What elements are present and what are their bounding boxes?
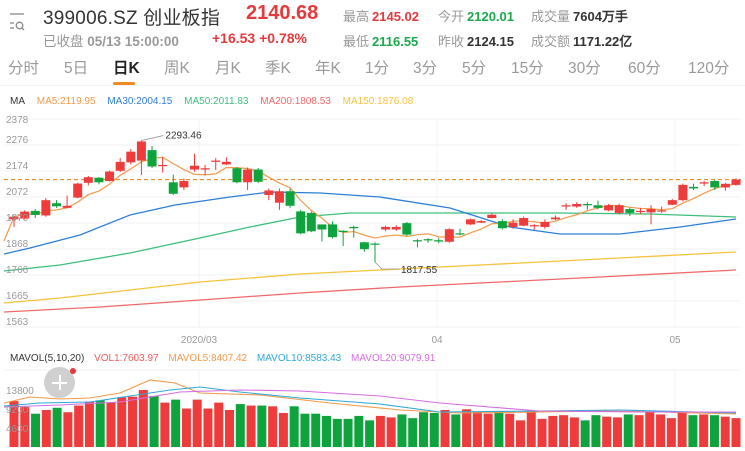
- svg-text:2072: 2072: [6, 187, 29, 198]
- tab-30min[interactable]: 30分: [568, 60, 601, 77]
- axis-labels: 2378 2276 2174 2072 1970 1868 1766 1665 1563 2020…: [6, 115, 681, 435]
- svg-text:1766: 1766: [6, 265, 29, 276]
- volume-ma-lines: [3, 379, 737, 415]
- svg-text:1970: 1970: [6, 213, 29, 224]
- svg-text:2293.46: 2293.46: [165, 131, 202, 142]
- svg-text:13800: 13800: [6, 386, 34, 397]
- tab-60min[interactable]: 60分: [628, 60, 661, 77]
- stat-open: 今开 2120.01: [438, 9, 515, 24]
- svg-text:2276: 2276: [6, 135, 29, 146]
- volume-bars: [9, 390, 741, 447]
- period-tabs: 分时 5日 日K 周K 月K 季K 年K 1分 3分 5分 15分 30分 60…: [0, 52, 745, 86]
- svg-text:1868: 1868: [6, 239, 29, 250]
- svg-text:4600: 4600: [6, 424, 29, 435]
- tab-monthly-k[interactable]: 月K: [215, 60, 241, 77]
- svg-text:2174: 2174: [6, 161, 29, 172]
- mavol20-label: MAVOL20:9079.91: [351, 353, 436, 364]
- tab-120min[interactable]: 120分: [688, 60, 730, 77]
- tab-1min[interactable]: 1分: [365, 60, 390, 77]
- add-indicator-button[interactable]: [44, 367, 75, 398]
- current-price: 2140.68: [246, 2, 319, 24]
- change-percent: +0.78%: [259, 30, 307, 46]
- tab-quarterly-k[interactable]: 季K: [265, 60, 291, 77]
- tab-3min[interactable]: 3分: [413, 60, 438, 77]
- svg-text:1817.55: 1817.55: [401, 265, 438, 276]
- mavol-title: MAVOL(5,10,20): [10, 353, 85, 364]
- ma5-label: MA5:2119.95: [36, 96, 96, 107]
- svg-text:1665: 1665: [6, 291, 29, 302]
- svg-text:1563: 1563: [6, 317, 29, 328]
- ma-legend-title: MA: [10, 96, 25, 107]
- tab-15min[interactable]: 15分: [511, 60, 544, 77]
- tab-5min[interactable]: 5分: [462, 60, 487, 77]
- ma50-label: MA50:2011.83: [184, 96, 249, 107]
- volume-legend[interactable]: MAVOL(5,10,20) VOL1:7603.97 MAVOL5:8407.…: [10, 353, 442, 364]
- status-label: 已收盘: [43, 34, 84, 49]
- status-time: 05/13 15:00:00: [87, 34, 179, 49]
- stock-header: 399006.SZ 创业板指 2140.68 已收盘 05/13 15:00:0…: [0, 0, 745, 52]
- vol1-label: VOL1:7603.97: [94, 353, 159, 364]
- mavol5-label: MAVOL5:8407.42: [168, 353, 248, 364]
- stat-high: 最高 2145.02: [343, 9, 420, 24]
- ma200-label: MA200:1808.53: [260, 96, 331, 107]
- candlesticks: [9, 140, 741, 263]
- menu-search-icon[interactable]: [8, 12, 26, 34]
- notification-dot: [70, 368, 76, 374]
- svg-text:05: 05: [669, 335, 681, 346]
- active-tab-indicator: [113, 82, 135, 85]
- change-value: +16.53: [212, 30, 256, 46]
- stat-turnover: 成交额 1171.22亿: [531, 34, 633, 49]
- tab-intraday[interactable]: 分时: [8, 60, 40, 77]
- mavol10-label: MAVOL10:8583.43: [256, 353, 342, 364]
- tab-yearly-k[interactable]: 年K: [315, 60, 341, 77]
- ma30-label: MA30:2004.15: [107, 96, 173, 107]
- tab-daily-k[interactable]: 日K: [113, 60, 140, 77]
- stock-title: 399006.SZ 创业板指: [43, 8, 221, 29]
- stat-prev-close: 昨收 2124.15: [438, 34, 515, 49]
- svg-text:2378: 2378: [6, 115, 29, 126]
- svg-text:2020/03: 2020/03: [181, 335, 218, 346]
- tab-weekly-k[interactable]: 周K: [164, 60, 190, 77]
- stat-low: 最低 2116.55: [343, 34, 419, 49]
- ma150-label: MA150:1876.08: [342, 96, 414, 107]
- tab-5day[interactable]: 5日: [64, 60, 89, 77]
- price-change: +16.53 +0.78%: [212, 30, 307, 46]
- svg-text:04: 04: [431, 335, 443, 346]
- stat-volume: 成交量 7604万手: [531, 9, 628, 24]
- market-status: 已收盘 05/13 15:00:00: [43, 30, 179, 50]
- ma-legend[interactable]: MA MA5:2119.95 MA30:2004.15 MA50:2011.83…: [10, 96, 422, 107]
- svg-text:9200: 9200: [6, 405, 29, 416]
